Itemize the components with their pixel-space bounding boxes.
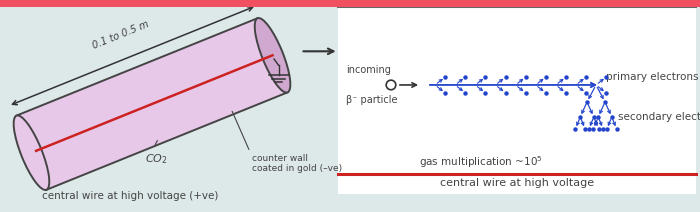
Text: central wire at high voltage: central wire at high voltage bbox=[440, 178, 594, 188]
Ellipse shape bbox=[13, 115, 49, 190]
Text: β⁻ particle: β⁻ particle bbox=[346, 95, 398, 105]
Ellipse shape bbox=[255, 18, 290, 93]
Bar bbox=[338, 6, 696, 194]
Text: CO$_2$: CO$_2$ bbox=[145, 152, 168, 166]
Text: counter wall
coated in gold (–ve): counter wall coated in gold (–ve) bbox=[252, 154, 342, 173]
Bar bbox=[0, 0, 700, 7]
Text: gas multiplication ~10$^5$: gas multiplication ~10$^5$ bbox=[419, 154, 543, 170]
Text: 0.1 to 0.5 m: 0.1 to 0.5 m bbox=[91, 19, 150, 51]
Text: central wire at high voltage (+ve): central wire at high voltage (+ve) bbox=[42, 191, 218, 201]
Text: counter wall at earth potential: counter wall at earth potential bbox=[432, 0, 602, 3]
Text: incoming: incoming bbox=[346, 65, 391, 75]
Text: primary electrons: primary electrons bbox=[606, 72, 699, 82]
Text: secondary electrons: secondary electrons bbox=[617, 112, 700, 122]
Polygon shape bbox=[17, 18, 288, 190]
